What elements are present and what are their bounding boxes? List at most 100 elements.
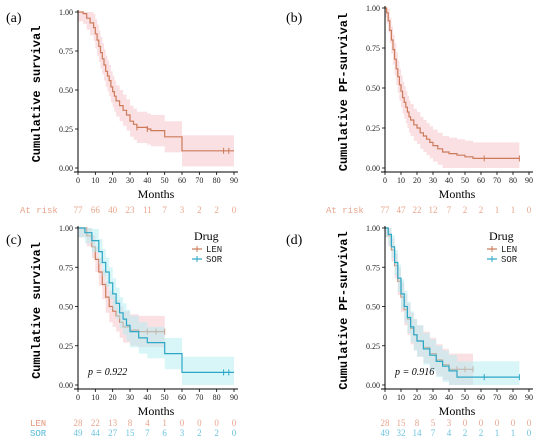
y-tick-label: 0.75 — [366, 44, 380, 53]
legend-label-sor: SOR — [501, 255, 518, 265]
at-risk-value: 2 — [214, 205, 219, 215]
at-risk-row-label-len: LEN — [30, 419, 46, 429]
at-risk-value: 7 — [145, 428, 150, 438]
x-tick-label: 90 — [230, 393, 238, 402]
at-risk-value: 2 — [214, 428, 219, 438]
y-tick-label: 1.00 — [366, 4, 380, 13]
y-tick-label: 0.00 — [59, 164, 73, 173]
y-axis-title: Cumulative survival — [30, 26, 44, 163]
confidence-band-len — [78, 12, 234, 167]
x-tick-label: 80 — [213, 393, 221, 402]
at-risk-value: 2 — [463, 205, 468, 215]
at-risk-value: 15 — [397, 418, 407, 428]
x-tick-label: 10 — [397, 393, 405, 402]
legend-title: Drug — [194, 229, 219, 243]
at-risk-value: 7 — [447, 205, 452, 215]
y-tick-label: 1.00 — [366, 224, 380, 233]
at-risk-value: 2 — [197, 205, 202, 215]
at-risk-value: 5 — [431, 418, 436, 428]
at-risk-value: 32 — [397, 428, 406, 438]
x-tick-label: 20 — [413, 176, 421, 185]
at-risk-value: 28 — [74, 418, 84, 428]
at-risk-value: 2 — [479, 205, 484, 215]
x-tick-label: 20 — [109, 393, 117, 402]
at-risk-row-label-len: LEN — [30, 419, 46, 429]
at-risk-value: 2 — [479, 428, 484, 438]
at-risk-value: 27 — [108, 428, 118, 438]
x-axis-title: Months — [439, 404, 476, 418]
at-risk-value: 0 — [495, 418, 500, 428]
y-axis-title: Cumulative survival — [30, 242, 44, 379]
at-risk-value: 0 — [527, 428, 532, 438]
x-tick-label: 70 — [493, 393, 501, 402]
x-axis-title: Months — [439, 187, 476, 201]
at-risk-value: 15 — [126, 428, 136, 438]
at-risk-value: 40 — [108, 205, 118, 215]
at-risk-value: 66 — [91, 205, 101, 215]
panel-a: (a)0 10 20 30 40 50 60 70 80 900.000.250.500.751.… — [6, 8, 238, 216]
y-tick-label: 1.00 — [59, 8, 73, 17]
at-risk-value: 14 — [413, 428, 423, 438]
x-axis-title: Months — [138, 404, 175, 418]
survival-curve-len — [385, 7, 520, 159]
at-risk-value: 0 — [463, 418, 468, 428]
x-tick-label: 90 — [525, 393, 533, 402]
confidence-band-sor — [385, 228, 520, 385]
at-risk-value: 8 — [415, 418, 420, 428]
y-tick-label: 0.25 — [59, 125, 73, 134]
x-tick-label: 70 — [493, 176, 501, 185]
panel-label: (d) — [286, 233, 303, 248]
x-tick-label: 50 — [161, 176, 169, 185]
at-risk-value: 1 — [162, 418, 167, 428]
x-tick-label: 0 — [76, 393, 80, 402]
y-tick-label: 0.00 — [366, 164, 380, 173]
legend-label-sor: SOR — [206, 255, 223, 265]
confidence-band-sor — [78, 228, 234, 385]
at-risk-value: 4 — [447, 428, 452, 438]
x-tick-label: 0 — [76, 176, 80, 185]
x-tick-label: 60 — [178, 176, 186, 185]
legend-label-len: LEN — [206, 245, 222, 255]
at-risk-value: 3 — [180, 205, 185, 215]
at-risk-value: 22 — [91, 418, 100, 428]
p-value: p = 0.922 — [87, 367, 127, 378]
y-tick-label: 0.25 — [366, 342, 380, 351]
at-risk-value: 7 — [431, 428, 436, 438]
x-tick-label: 60 — [477, 393, 485, 402]
at-risk-value: 7 — [162, 205, 167, 215]
panel-d: (d)0 10 20 30 40 50 60 70 80 900.000.250.500.751.… — [30, 224, 533, 439]
at-risk-value: 8 — [128, 418, 133, 428]
x-tick-label: 40 — [143, 176, 151, 185]
panel-label: (b) — [286, 11, 303, 26]
x-tick-label: 0 — [383, 393, 387, 402]
at-risk-value: 77 — [74, 205, 84, 215]
y-tick-label: 0.50 — [59, 303, 73, 312]
at-risk-value: 0 — [180, 418, 185, 428]
x-tick-label: 20 — [109, 176, 117, 185]
confidence-band-len — [385, 8, 520, 168]
x-tick-label: 30 — [126, 176, 134, 185]
x-tick-label: 40 — [445, 393, 453, 402]
at-risk-value: 23 — [126, 205, 136, 215]
x-tick-label: 40 — [143, 393, 151, 402]
x-tick-label: 0 — [383, 176, 387, 185]
x-tick-label: 70 — [195, 393, 203, 402]
y-tick-label: 0.00 — [59, 381, 73, 390]
at-risk-value: 1 — [495, 428, 500, 438]
at-risk-value: 0 — [527, 205, 532, 215]
y-tick-label: 1.00 — [59, 224, 73, 233]
at-risk-row-label-sor: SOR — [30, 429, 47, 439]
x-tick-label: 70 — [195, 176, 203, 185]
at-risk-value: 22 — [413, 205, 422, 215]
at-risk-value: 12 — [429, 205, 438, 215]
at-risk-value: 77 — [381, 205, 391, 215]
y-tick-label: 0.25 — [59, 342, 73, 351]
at-risk-value: 0 — [511, 418, 516, 428]
x-tick-label: 60 — [477, 176, 485, 185]
at-risk-value: 0 — [232, 418, 237, 428]
x-tick-label: 80 — [213, 176, 221, 185]
at-risk-value: 0 — [479, 418, 484, 428]
at-risk-value: 1 — [511, 428, 516, 438]
y-tick-label: 0.50 — [59, 86, 73, 95]
